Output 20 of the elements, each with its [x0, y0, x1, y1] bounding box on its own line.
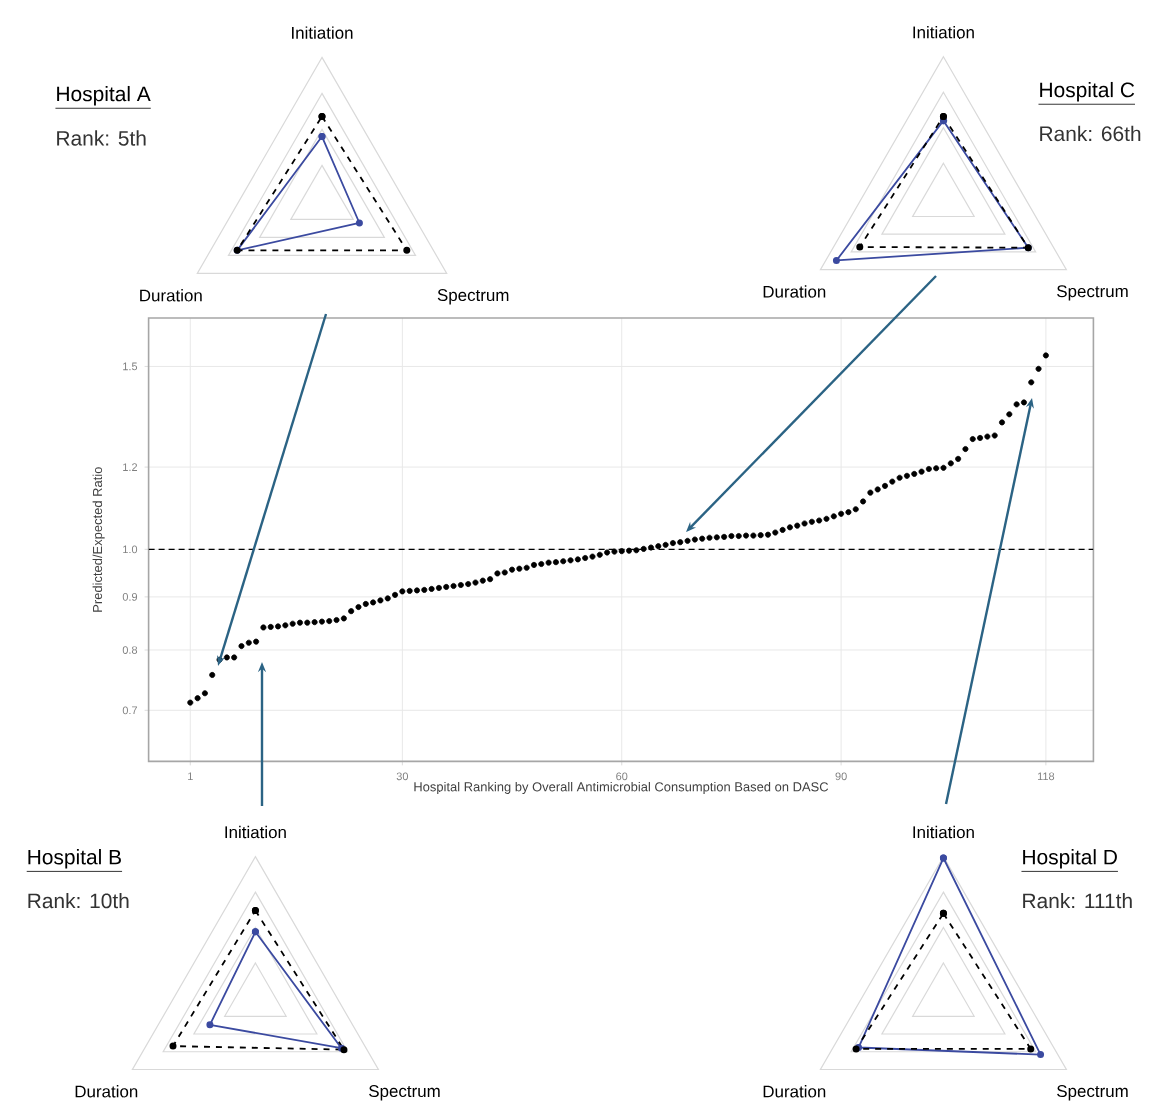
- spoke-label: Spectrum: [1057, 285, 1128, 301]
- spoke-label: Initiation: [225, 825, 286, 839]
- text: Rank: 66th: [1040, 125, 1141, 142]
- spoke-label: Duration: [763, 285, 826, 298]
- spoke-label: Duration: [75, 1085, 138, 1098]
- text: Rank: 111th: [1023, 892, 1132, 909]
- spoke-label: Duration: [763, 1085, 826, 1098]
- text: Hospital B: [28, 849, 121, 869]
- text: Rank: 5th: [57, 130, 146, 146]
- text: Hospital D: [1023, 849, 1117, 869]
- text: Hospital C: [1040, 81, 1135, 102]
- spoke-label: Spectrum: [369, 1085, 440, 1101]
- spoke-label: Spectrum: [437, 289, 509, 305]
- spoke-label: Initiation: [292, 26, 353, 39]
- text: Rank: 10th: [28, 892, 129, 909]
- spoke-label: Duration: [140, 289, 202, 302]
- spoke-label: Spectrum: [1057, 1085, 1128, 1101]
- text: Hospital A: [57, 85, 151, 106]
- spoke-label: Initiation: [913, 25, 974, 39]
- spoke-label: Initiation: [913, 825, 974, 839]
